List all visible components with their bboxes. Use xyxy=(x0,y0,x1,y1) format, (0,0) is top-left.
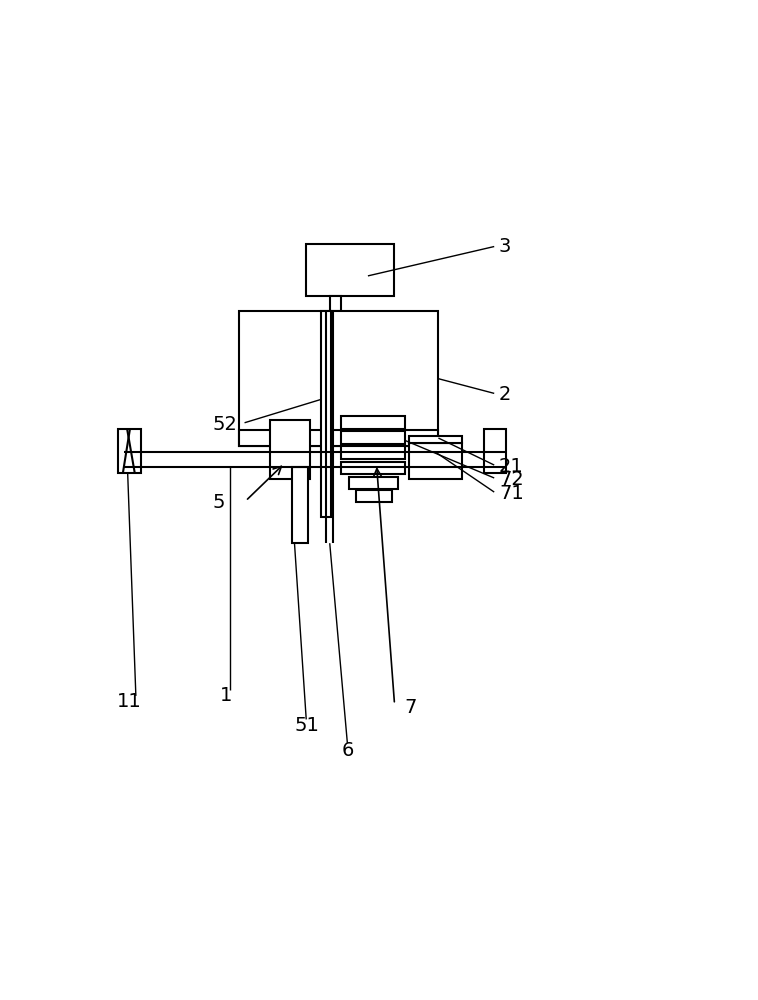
Text: 5: 5 xyxy=(212,493,224,512)
Bar xyxy=(341,446,405,459)
Bar xyxy=(330,296,341,311)
Bar xyxy=(341,431,405,444)
Bar xyxy=(118,429,140,473)
Text: 21: 21 xyxy=(499,457,524,476)
Bar xyxy=(341,416,405,429)
Bar xyxy=(321,311,331,517)
Text: 51: 51 xyxy=(295,716,319,735)
Bar xyxy=(239,430,438,446)
Text: 71: 71 xyxy=(499,484,524,503)
Bar xyxy=(270,420,310,479)
Text: 72: 72 xyxy=(499,470,524,489)
Text: 1: 1 xyxy=(220,686,232,705)
Bar xyxy=(409,436,462,443)
Text: 7: 7 xyxy=(404,698,417,717)
Bar xyxy=(292,467,308,543)
Bar xyxy=(341,462,405,474)
Text: 11: 11 xyxy=(117,692,142,711)
Bar xyxy=(349,477,399,489)
Bar xyxy=(239,311,438,446)
Bar xyxy=(484,429,506,473)
Text: 6: 6 xyxy=(341,741,354,760)
Bar xyxy=(409,443,462,479)
Bar xyxy=(356,490,392,502)
Text: 52: 52 xyxy=(212,415,237,434)
Bar xyxy=(306,244,394,296)
Text: 3: 3 xyxy=(499,237,512,256)
Text: 2: 2 xyxy=(499,385,512,404)
